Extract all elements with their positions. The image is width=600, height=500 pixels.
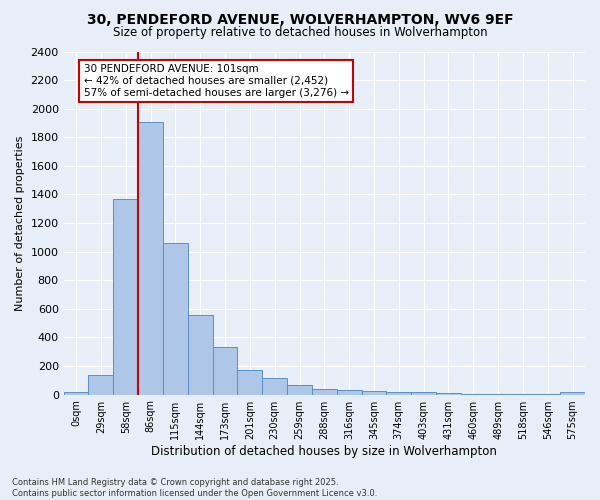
Bar xyxy=(287,386,312,394)
Bar xyxy=(312,389,337,394)
Bar xyxy=(411,392,436,394)
Bar xyxy=(262,378,287,394)
Bar xyxy=(238,370,262,394)
Text: Contains HM Land Registry data © Crown copyright and database right 2025.
Contai: Contains HM Land Registry data © Crown c… xyxy=(12,478,377,498)
Text: 30, PENDEFORD AVENUE, WOLVERHAMPTON, WV6 9EF: 30, PENDEFORD AVENUE, WOLVERHAMPTON, WV6… xyxy=(86,12,514,26)
Text: 30 PENDEFORD AVENUE: 101sqm
← 42% of detached houses are smaller (2,452)
57% of : 30 PENDEFORD AVENUE: 101sqm ← 42% of det… xyxy=(83,64,349,98)
Bar xyxy=(163,243,188,394)
Bar xyxy=(362,391,386,394)
Bar xyxy=(138,122,163,394)
Bar xyxy=(88,374,113,394)
Bar xyxy=(436,393,461,394)
Bar xyxy=(560,392,585,394)
Bar xyxy=(337,390,362,394)
Bar xyxy=(113,198,138,394)
X-axis label: Distribution of detached houses by size in Wolverhampton: Distribution of detached houses by size … xyxy=(151,444,497,458)
Bar xyxy=(386,392,411,394)
Text: Size of property relative to detached houses in Wolverhampton: Size of property relative to detached ho… xyxy=(113,26,487,39)
Bar xyxy=(64,392,88,394)
Bar xyxy=(212,346,238,395)
Y-axis label: Number of detached properties: Number of detached properties xyxy=(15,136,25,310)
Bar xyxy=(188,314,212,394)
